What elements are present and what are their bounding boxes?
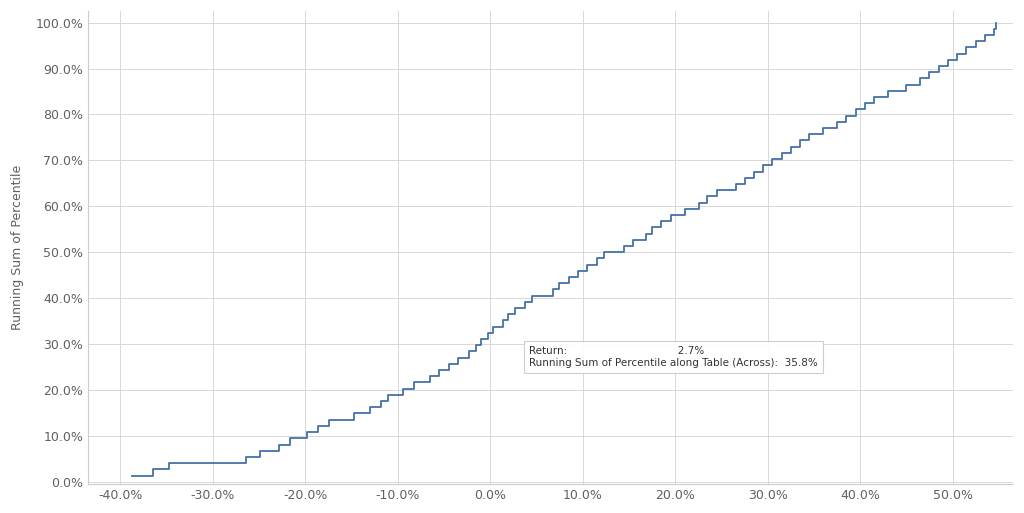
Y-axis label: Running Sum of Percentile: Running Sum of Percentile: [11, 165, 25, 330]
Text: Return:                                  2.7%
Running Sum of Percentile along Ta: Return: 2.7% Running Sum of Percentile a…: [529, 346, 818, 368]
